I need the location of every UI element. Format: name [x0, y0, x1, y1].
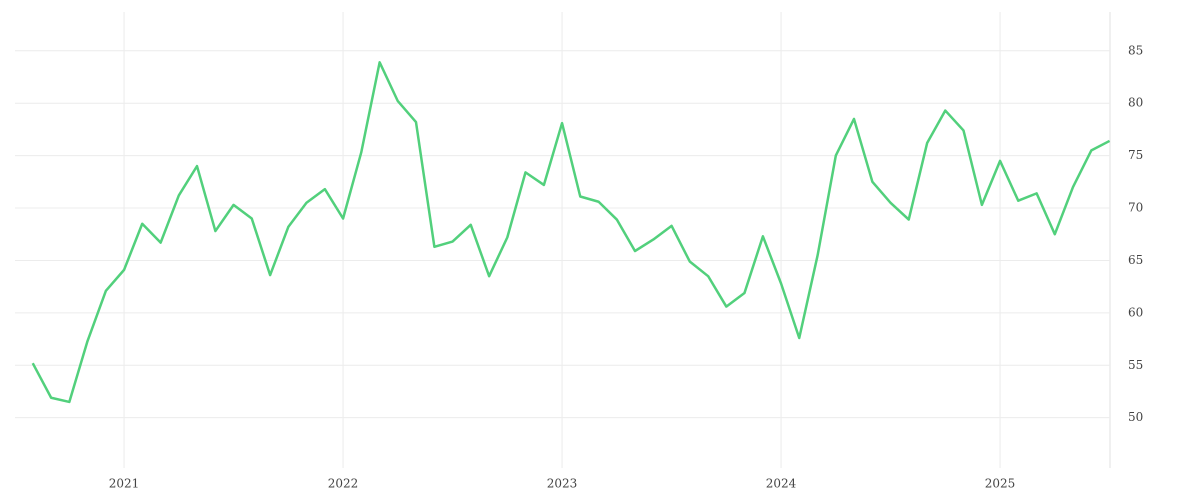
y-tick-label: 65 — [1128, 253, 1143, 267]
x-tick-label: 2022 — [328, 477, 359, 491]
y-tick-label: 85 — [1128, 43, 1143, 57]
x-tick-label: 2023 — [547, 477, 578, 491]
x-tick-label: 2021 — [109, 477, 140, 491]
y-tick-label: 75 — [1128, 148, 1143, 162]
y-tick-label: 55 — [1128, 358, 1143, 372]
x-tick-label: 2024 — [766, 477, 797, 491]
y-tick-label: 60 — [1128, 305, 1143, 319]
line — [31, 61, 1111, 404]
y-tick-label: 50 — [1128, 410, 1143, 424]
x-tick-label: 2025 — [985, 477, 1016, 491]
y-tick-label: 70 — [1128, 201, 1143, 215]
y-tick-label: 80 — [1128, 96, 1143, 110]
